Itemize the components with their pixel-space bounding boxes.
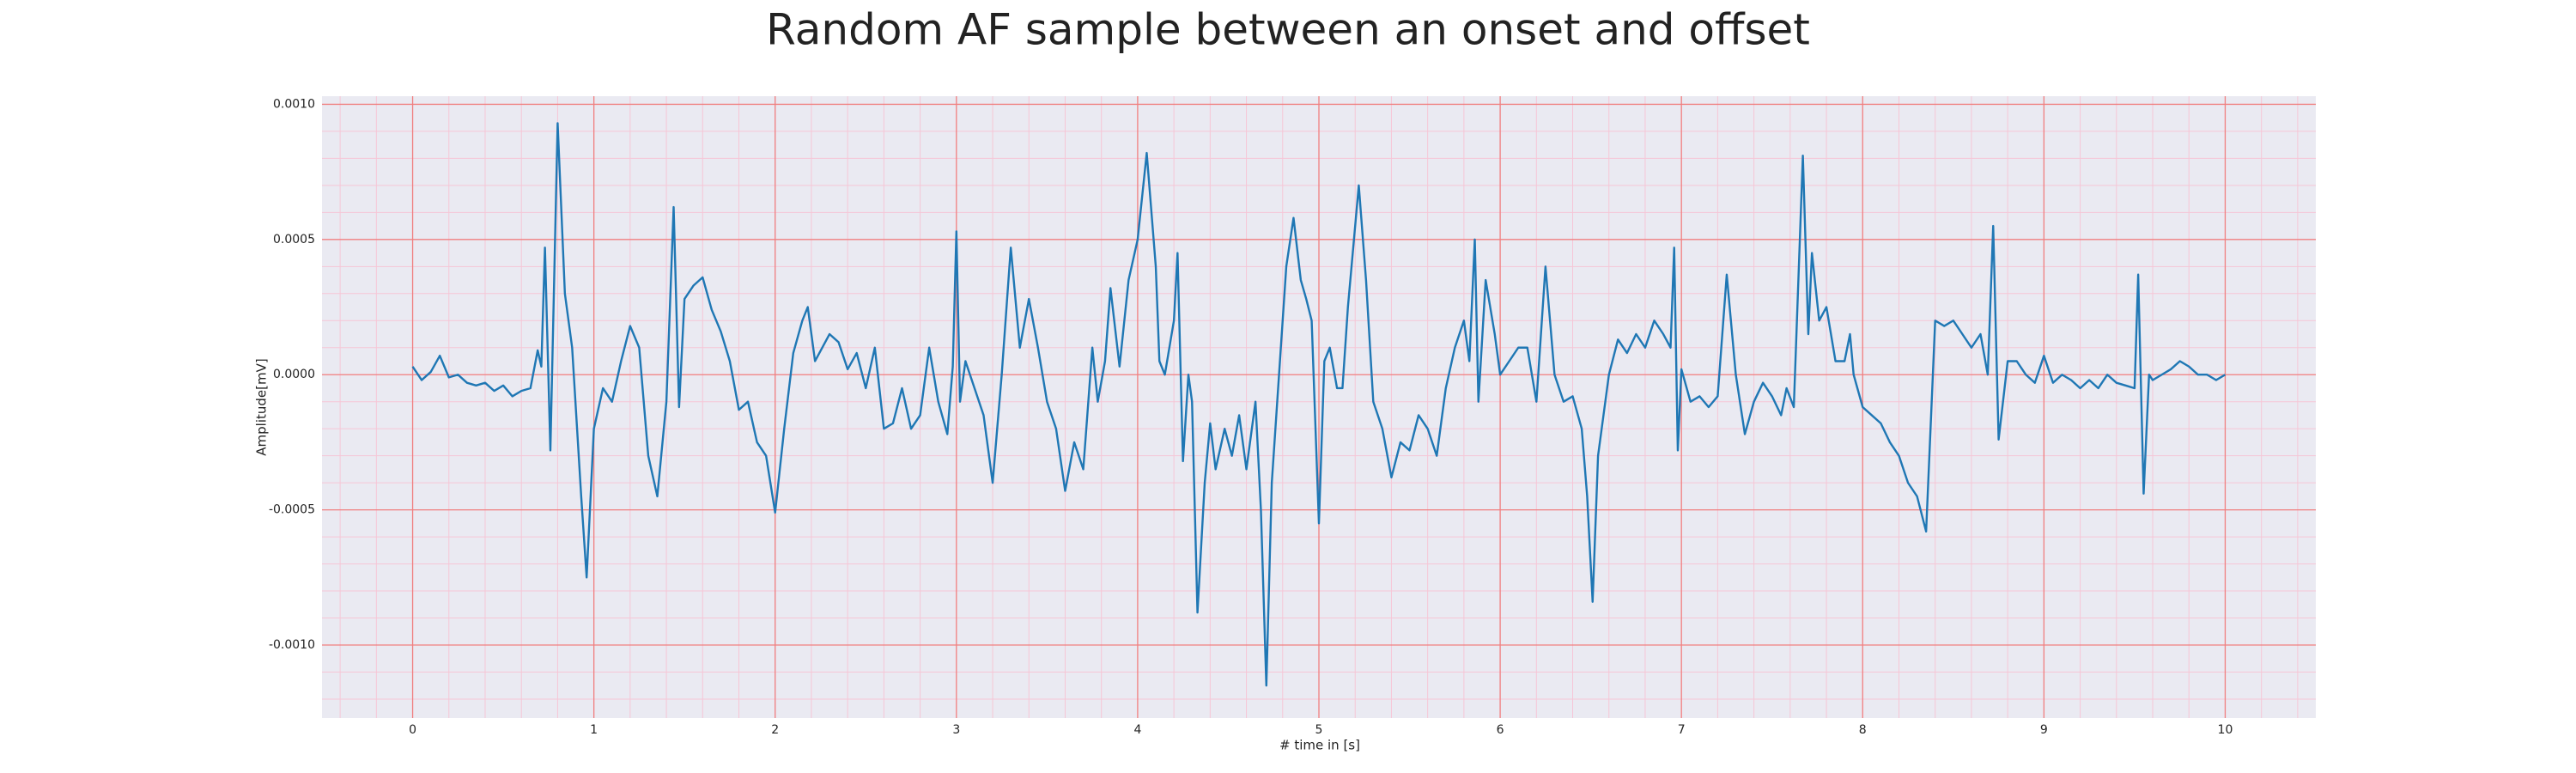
x-tick-label: 0	[409, 723, 416, 737]
y-tick-label: -0.0005	[269, 503, 315, 517]
x-tick-label: 8	[1859, 723, 1867, 737]
x-tick-label: 9	[2040, 723, 2048, 737]
y-tick-label: -0.0010	[269, 638, 315, 652]
x-tick-label: 6	[1497, 723, 1504, 737]
x-tick-label: 5	[1315, 723, 1323, 737]
x-tick-label: 3	[952, 723, 960, 737]
x-tick-label: 4	[1133, 723, 1141, 737]
x-axis-label: # time in [s]	[1279, 738, 1360, 753]
y-axis-label: Amplitude[mV]	[254, 358, 270, 455]
y-tick-label: 0.0010	[273, 97, 315, 111]
chart-title: Random AF sample between an onset and of…	[766, 5, 1810, 55]
x-tick-label: 1	[590, 723, 598, 737]
x-tick-label: 7	[1678, 723, 1686, 737]
signal-line	[411, 122, 2227, 687]
x-tick-label: 2	[771, 723, 779, 737]
y-tick-label: 0.0005	[273, 233, 315, 247]
x-tick-label: 10	[2218, 723, 2233, 737]
y-tick-label: 0.0000	[273, 368, 315, 381]
